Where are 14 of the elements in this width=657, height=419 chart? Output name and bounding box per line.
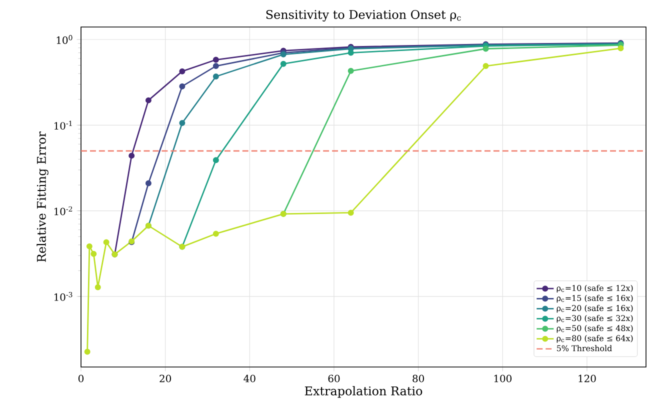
x-tick-label: 40 xyxy=(244,374,256,382)
y-tick-label: 10$^{-1}$ xyxy=(54,120,72,130)
y-tick-label: 10$^{-2}$ xyxy=(54,206,72,216)
chart-title: Sensitivity to Deviation Onset ρ$_{c}$ xyxy=(266,10,461,22)
y-axis-title: Relative Fitting Error xyxy=(36,131,48,262)
x-tick-label: 60 xyxy=(328,374,340,382)
y-tick-label: 10$^{-3}$ xyxy=(54,292,72,301)
y-tick-label: 10$^{0}$ xyxy=(56,35,72,44)
x-axis-title: Extrapolation Ratio xyxy=(304,386,422,398)
x-tick-label: 120 xyxy=(578,374,596,382)
x-tick-label: 100 xyxy=(494,374,512,382)
x-tick-label: 80 xyxy=(412,374,424,382)
x-tick-label: 20 xyxy=(160,374,172,382)
x-tick-label: 0 xyxy=(78,374,84,382)
